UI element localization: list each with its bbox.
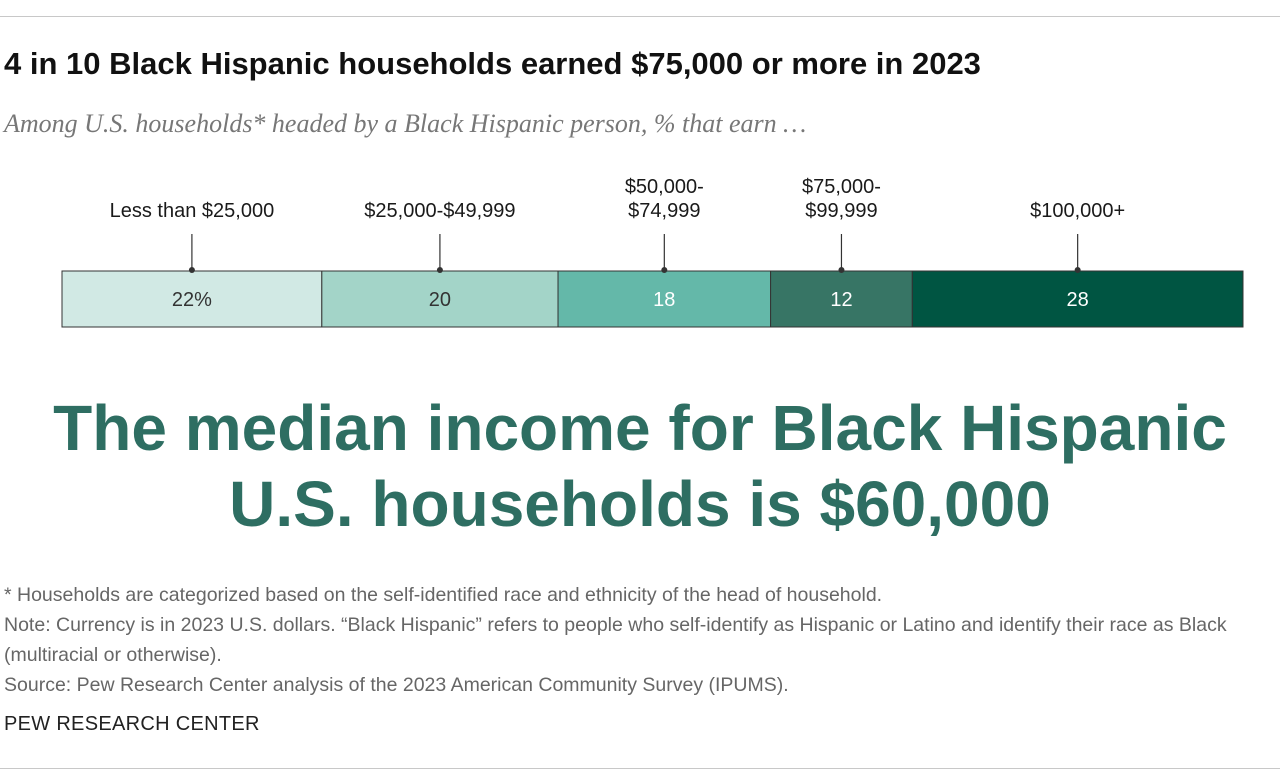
top-rule [0, 16, 1280, 17]
footnote-text: * Households are categorized based on th… [4, 584, 883, 606]
leader-dot-0 [188, 267, 195, 273]
bar-value-label-4: 28 [1067, 289, 1089, 311]
bar-segment-0 [61, 270, 323, 328]
category-label-3: $75,000-$99,999 [802, 176, 881, 222]
stacked-bar-chart: 22% Less than $25,000 20 $25,000-$49,999 18 $… [61, 176, 1244, 328]
leader-dot-2 [661, 267, 668, 273]
chart-notes: * Households are categorized based on th… [4, 580, 1264, 700]
category-label-4: $100,000+ [1030, 200, 1125, 222]
leader-dot-4 [1074, 267, 1081, 273]
chart-subtitle: Among U.S. households* headed by a Black… [4, 109, 807, 138]
category-label-1: $25,000-$49,999 [364, 200, 515, 222]
leader-dot-3 [838, 267, 845, 273]
pew-logo-text: PEW RESEARCH CENTER [4, 713, 260, 735]
bar-value-label-0: 22% [172, 289, 212, 311]
bottom-rule [0, 768, 1280, 769]
category-label-0: Less than $25,000 [110, 200, 275, 222]
bar-value-label-2: 18 [653, 289, 675, 311]
note-text: Note: Currency is in 2023 U.S. dollars. … [4, 614, 1227, 666]
median-income-headline: The median income for Black Hispanic U.S… [53, 392, 1227, 540]
category-label-2: $50,000-$74,999 [625, 176, 704, 222]
bar-value-label-1: 20 [429, 289, 451, 311]
bar-segment-4 [911, 270, 1244, 328]
bar-value-label-3: 12 [830, 289, 852, 311]
bar-segment-2 [557, 270, 772, 328]
source-text: Source: Pew Research Center analysis of … [4, 674, 789, 696]
bar-segment-1 [321, 270, 559, 328]
leader-dot-1 [436, 267, 443, 273]
bar-segment-3 [770, 270, 913, 328]
chart-title: 4 in 10 Black Hispanic households earned… [4, 46, 981, 81]
